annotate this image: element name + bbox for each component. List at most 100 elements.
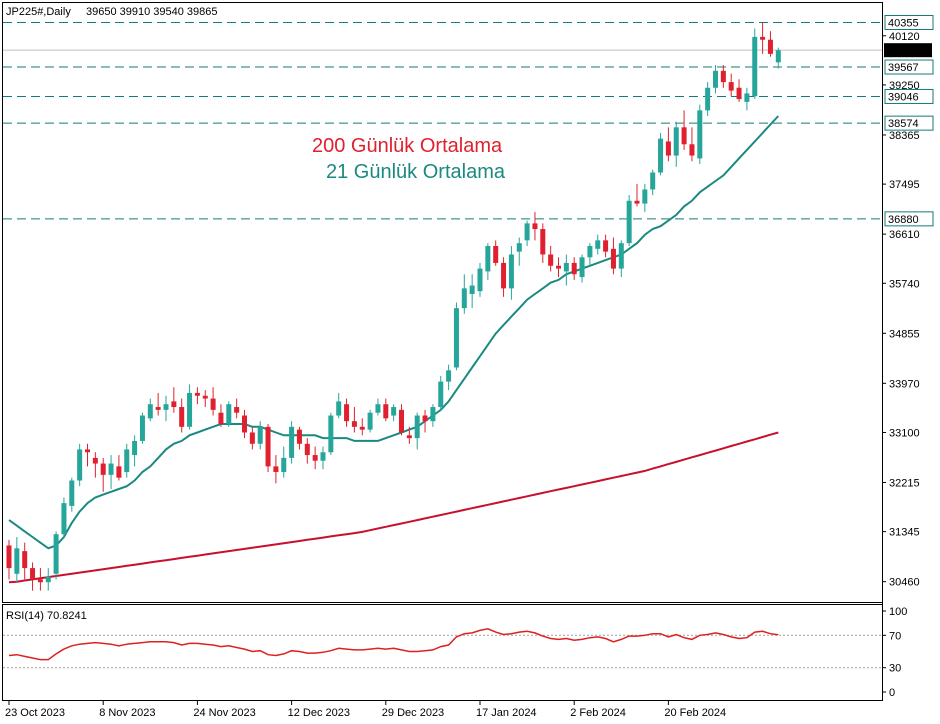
candle-body (359, 426, 365, 430)
candle-body (344, 404, 350, 422)
ma21-legend-label: 21 Günlük Ortalama (326, 161, 506, 183)
rsi-tick-label: 70 (889, 630, 901, 642)
candle-body (45, 576, 51, 583)
candle-body (281, 457, 287, 473)
candle-body (775, 50, 781, 63)
candle-body (414, 415, 420, 439)
price-tick-label: 37495 (889, 179, 920, 191)
price-tick-label: 32215 (889, 477, 920, 489)
candle-body (422, 415, 428, 422)
main-panel-frame (2, 2, 883, 603)
candle-body (556, 265, 561, 269)
candle-body (92, 457, 98, 464)
time-tick-label: 12 Dec 2023 (288, 707, 350, 719)
price-tick-label: 40120 (889, 31, 920, 43)
candle-body (516, 243, 522, 252)
candle-body (736, 87, 742, 100)
candle-body (760, 36, 766, 40)
candle-body (524, 223, 530, 241)
rsi-line (8, 628, 779, 661)
candle-body (650, 172, 656, 190)
candle-body (202, 395, 208, 399)
candle-body (116, 466, 122, 478)
candle-body (155, 407, 161, 410)
candle-body (689, 144, 695, 156)
level-tag-box (884, 115, 934, 131)
time-tick-label: 29 Dec 2023 (382, 707, 444, 719)
candle-body (744, 93, 750, 102)
candle-body (85, 449, 90, 453)
candle-body (124, 449, 130, 473)
price-tick-label: 34855 (889, 328, 920, 340)
ma21-path (8, 115, 780, 550)
candle-body (304, 443, 310, 456)
price-tick-label: 33100 (889, 427, 920, 439)
level-tag-label: 40355 (888, 17, 919, 29)
candle-body (108, 463, 114, 475)
level-tag-box (884, 211, 934, 227)
candle-body (351, 421, 357, 427)
ma200-path (8, 431, 779, 584)
candle-body (501, 262, 507, 289)
rsi-indicator: 100 70 30 0 (3, 606, 907, 699)
candle-body (53, 534, 59, 574)
candle-body (139, 415, 145, 441)
candle-body (257, 426, 263, 444)
candle-body (752, 36, 758, 97)
candle-body (22, 551, 28, 569)
candle-body (618, 243, 624, 269)
candle-body (767, 39, 773, 54)
candle-body (642, 189, 648, 204)
candle-body (210, 398, 216, 410)
candle-body (218, 412, 224, 424)
price-tick-label: 36610 (889, 229, 920, 241)
candle-body (595, 240, 601, 249)
level-tag-box (884, 88, 934, 104)
candle-body (336, 401, 342, 416)
candle-body (438, 381, 444, 408)
candle-body (681, 127, 687, 145)
candle-body (587, 245, 593, 258)
candle-body (634, 200, 640, 204)
candle-body (697, 110, 703, 159)
level-tag-label: 38574 (888, 118, 919, 130)
rsi-tick-label: 100 (889, 606, 907, 618)
candle-body (328, 415, 334, 453)
candle-body (14, 548, 20, 574)
candle-body (493, 245, 499, 263)
candle-body (375, 404, 381, 413)
price-tick-label: 39250 (889, 80, 920, 92)
candle-body (728, 82, 734, 91)
candle-body (399, 409, 404, 433)
candle-body (179, 407, 185, 427)
time-tick-label: 17 Jan 2024 (476, 707, 537, 719)
ma21-line (8, 115, 780, 550)
chart-header-ohlc: 39650 39910 39540 39865 (86, 6, 218, 18)
time-tick-label: 23 Oct 2023 (5, 707, 65, 719)
rsi-tick-label: 30 (889, 663, 901, 675)
price-tick-label: 33970 (889, 378, 920, 390)
candle-body (571, 262, 577, 275)
candle-body (406, 435, 412, 439)
rsi-panel-frame (2, 604, 883, 701)
candle-body (163, 404, 169, 410)
candle-body (383, 404, 389, 419)
candle-body (485, 245, 491, 272)
candle-body (320, 452, 326, 461)
rsi-tick-label: 0 (889, 687, 895, 699)
candle-body (453, 308, 459, 368)
level-tag-label: 39046 (888, 91, 919, 103)
candle-body (226, 404, 232, 424)
candle-body (296, 429, 302, 444)
price-tick-label: 31345 (889, 527, 920, 539)
candle-body (579, 257, 585, 278)
chart-header-symbol: JP225#,Daily (6, 6, 71, 18)
price-axis: 40120 39250 38365 37495 36610 35740 34855 33970… (882, 31, 920, 589)
candle-body (273, 466, 279, 473)
level-tag-box (884, 14, 934, 30)
candle-body (6, 545, 12, 569)
candle-body (61, 503, 67, 535)
candle-body (194, 392, 200, 396)
candle-body (446, 370, 452, 382)
